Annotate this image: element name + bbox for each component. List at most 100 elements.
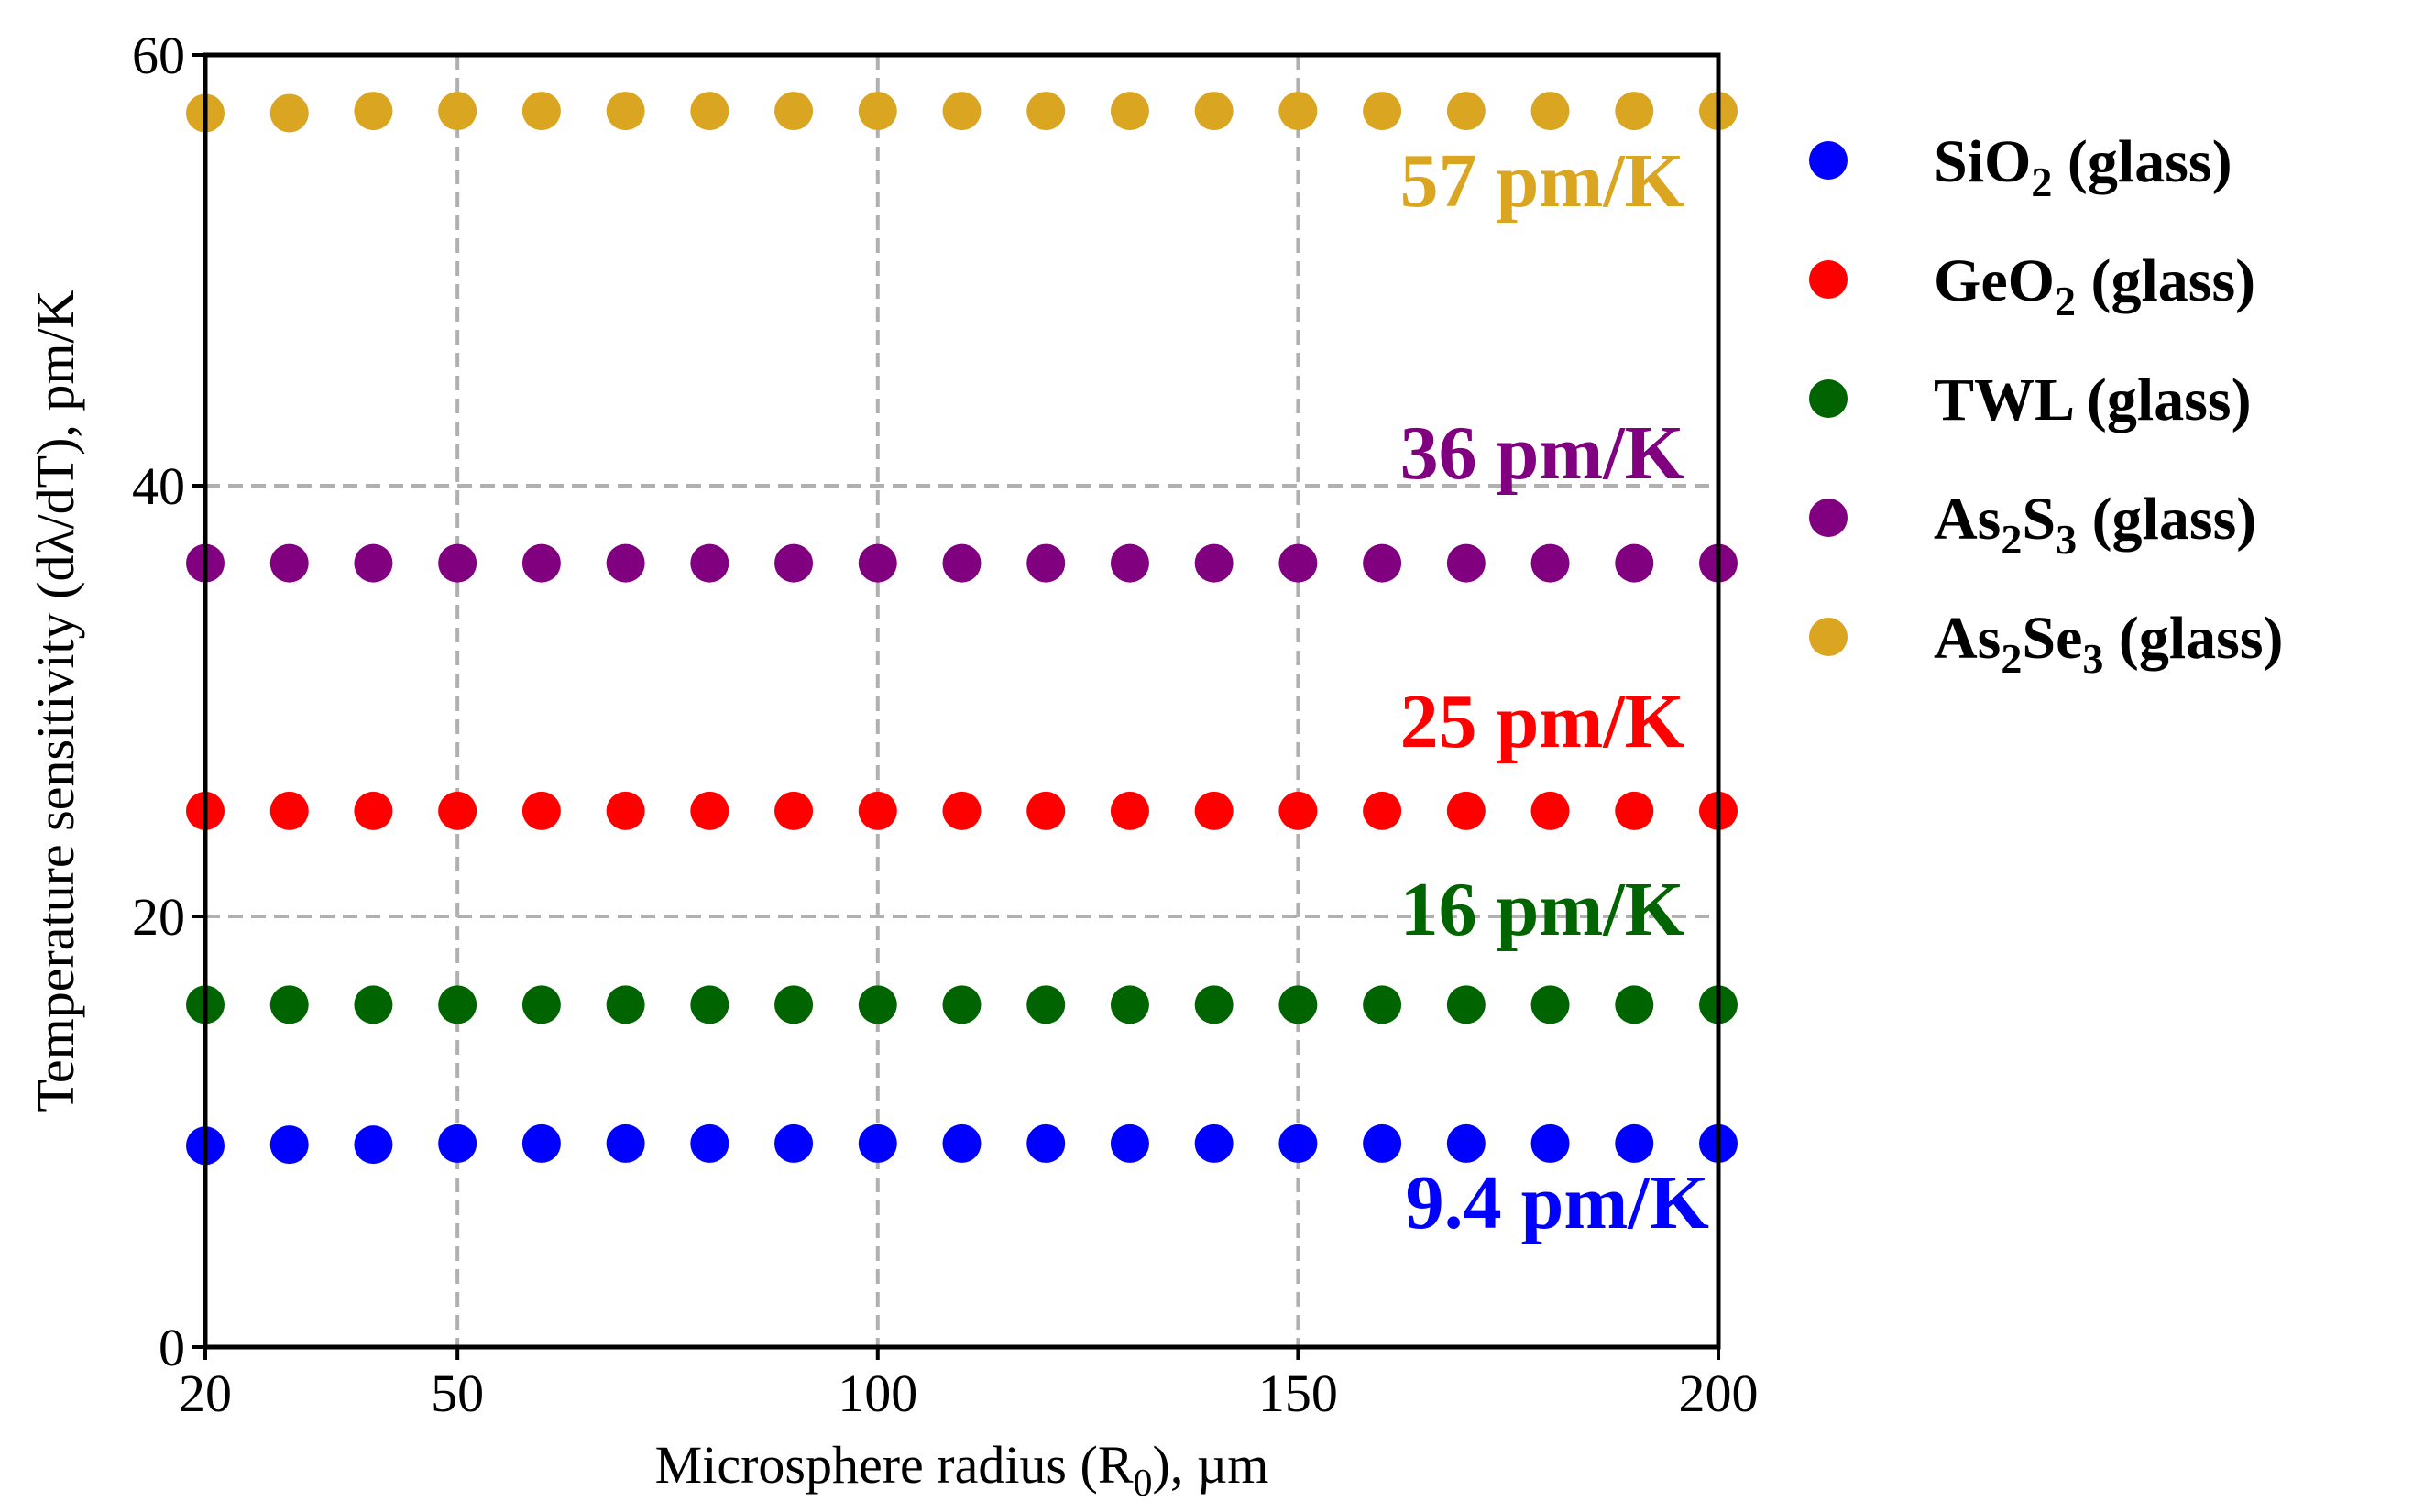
data-point-geo2 bbox=[606, 791, 645, 830]
data-point-sio2 bbox=[606, 1123, 645, 1163]
data-point-as2s3 bbox=[690, 543, 729, 583]
x-axis-label-main: Microsphere radius (R bbox=[655, 1435, 1134, 1495]
data-point-twl bbox=[1363, 985, 1402, 1024]
data-point-as2s3 bbox=[1446, 543, 1486, 583]
legend-marker bbox=[1809, 618, 1848, 656]
annotation-sio2: 9.4 pm/K bbox=[1406, 1160, 1709, 1245]
data-point-sio2 bbox=[1278, 1123, 1318, 1163]
data-point-twl bbox=[521, 985, 561, 1024]
data-point-as2se3 bbox=[774, 92, 814, 131]
data-point-twl bbox=[1278, 985, 1318, 1024]
data-point-sio2 bbox=[1363, 1123, 1402, 1163]
data-point-as2se3 bbox=[606, 92, 645, 131]
data-point-twl bbox=[606, 985, 645, 1024]
data-point-as2se3 bbox=[1194, 92, 1234, 131]
data-points bbox=[186, 92, 1738, 1166]
legend-item-sio2: SiO2 (glass) bbox=[1809, 128, 2232, 205]
x-tick-label: 50 bbox=[431, 1364, 484, 1423]
data-point-twl bbox=[1110, 985, 1149, 1024]
y-axis-ticks: 0 20 40 60 bbox=[132, 26, 205, 1377]
data-point-sio2 bbox=[942, 1123, 982, 1163]
data-point-sio2 bbox=[354, 1125, 393, 1165]
x-axis-label-tail: ), µm bbox=[1153, 1435, 1269, 1495]
x-tick-label: 20 bbox=[179, 1364, 232, 1423]
data-point-twl bbox=[1530, 985, 1570, 1024]
data-point-as2s3 bbox=[1110, 543, 1149, 583]
x-tick-label: 150 bbox=[1258, 1364, 1338, 1423]
legend-item-geo2: GeO2 (glass) bbox=[1809, 247, 2255, 324]
y-tick-label: 60 bbox=[132, 26, 185, 85]
legend-label: As2Se3 (glass) bbox=[1934, 605, 2284, 682]
legend-item-as2s3: As2S3 (glass) bbox=[1809, 486, 2256, 563]
data-point-as2s3 bbox=[774, 543, 814, 583]
legend: SiO2 (glass) GeO2 (glass) TWL (glass) As2S3… bbox=[1809, 128, 2284, 682]
data-point-sio2 bbox=[1194, 1123, 1234, 1163]
y-axis-label: Temperature sensitivity (dλ/dT), pm/K bbox=[26, 290, 85, 1112]
data-point-sio2 bbox=[1446, 1123, 1486, 1163]
data-point-as2s3 bbox=[521, 543, 561, 583]
data-point-geo2 bbox=[1110, 791, 1149, 830]
data-point-as2se3 bbox=[1530, 92, 1570, 131]
data-point-geo2 bbox=[1026, 791, 1066, 830]
data-point-twl bbox=[1615, 985, 1654, 1024]
data-point-sio2 bbox=[774, 1123, 814, 1163]
data-point-sio2 bbox=[858, 1123, 897, 1163]
x-axis-label: Microsphere radius (R0), µm bbox=[655, 1435, 1269, 1505]
plot-frame bbox=[203, 52, 1721, 1350]
data-point-sio2 bbox=[438, 1123, 477, 1163]
data-point-geo2 bbox=[521, 791, 561, 830]
data-point-as2se3 bbox=[438, 92, 477, 131]
x-axis-ticks: 20 50 100 150 200 bbox=[179, 1347, 1759, 1423]
data-point-twl bbox=[690, 985, 729, 1024]
data-point-twl bbox=[1194, 985, 1234, 1024]
data-point-geo2 bbox=[1278, 791, 1318, 830]
y-tick-label: 40 bbox=[132, 456, 185, 516]
data-point-as2s3 bbox=[858, 543, 897, 583]
data-point-twl bbox=[942, 985, 982, 1024]
legend-item-as2se3: As2Se3 (glass) bbox=[1809, 605, 2284, 682]
data-point-twl bbox=[269, 985, 309, 1024]
data-point-as2s3 bbox=[269, 543, 309, 583]
data-point-sio2 bbox=[1530, 1123, 1570, 1163]
data-point-as2se3 bbox=[858, 92, 897, 131]
x-tick-label: 200 bbox=[1679, 1364, 1759, 1423]
data-point-as2s3 bbox=[1194, 543, 1234, 583]
data-point-sio2 bbox=[269, 1125, 309, 1165]
y-tick-label: 20 bbox=[132, 887, 185, 947]
data-point-geo2 bbox=[1530, 791, 1570, 830]
data-point-as2se3 bbox=[1363, 92, 1402, 131]
data-point-twl bbox=[1446, 985, 1486, 1024]
data-point-twl bbox=[438, 985, 477, 1024]
data-point-twl bbox=[1026, 985, 1066, 1024]
data-point-as2se3 bbox=[1446, 92, 1486, 131]
data-point-geo2 bbox=[438, 791, 477, 830]
data-point-as2se3 bbox=[521, 92, 561, 131]
data-point-twl bbox=[858, 985, 897, 1024]
data-point-geo2 bbox=[1194, 791, 1234, 830]
data-point-as2s3 bbox=[438, 543, 477, 583]
data-point-as2se3 bbox=[1278, 92, 1318, 131]
x-tick-label: 100 bbox=[838, 1364, 917, 1423]
legend-label: As2S3 (glass) bbox=[1934, 486, 2256, 563]
data-point-geo2 bbox=[774, 791, 814, 830]
data-point-sio2 bbox=[1110, 1123, 1149, 1163]
annotation-as2se3: 57 pm/K bbox=[1400, 138, 1684, 224]
legend-marker bbox=[1809, 260, 1848, 299]
data-point-as2se3 bbox=[690, 92, 729, 131]
data-point-geo2 bbox=[1446, 791, 1486, 830]
data-point-sio2 bbox=[690, 1123, 729, 1163]
data-point-as2se3 bbox=[1026, 92, 1066, 131]
legend-item-twl: TWL (glass) bbox=[1809, 367, 2252, 433]
data-point-geo2 bbox=[690, 791, 729, 830]
data-point-twl bbox=[774, 985, 814, 1024]
data-point-as2s3 bbox=[1530, 543, 1570, 583]
data-point-as2se3 bbox=[1615, 92, 1654, 131]
data-point-as2se3 bbox=[942, 92, 982, 131]
data-point-geo2 bbox=[942, 791, 982, 830]
data-point-as2se3 bbox=[269, 93, 309, 133]
data-point-as2se3 bbox=[1110, 92, 1149, 131]
legend-marker bbox=[1809, 379, 1848, 418]
series-annotations: 9.4 pm/K 25 pm/K 16 pm/K 36 pm/K 57 pm/K bbox=[1400, 138, 1709, 1245]
data-point-sio2 bbox=[1615, 1123, 1654, 1163]
legend-label: SiO2 (glass) bbox=[1934, 128, 2232, 205]
